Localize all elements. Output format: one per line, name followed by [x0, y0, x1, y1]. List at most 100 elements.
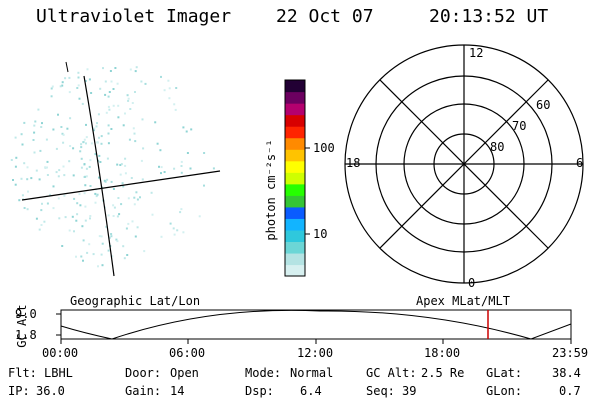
emission-speckle	[168, 97, 171, 100]
emission-speckle	[116, 215, 119, 218]
emission-speckle	[134, 140, 137, 143]
parallel-line	[21, 170, 221, 201]
emission-speckle	[124, 164, 127, 167]
emission-speckle	[77, 84, 80, 87]
emission-speckle	[51, 85, 54, 88]
emission-speckle	[160, 172, 162, 175]
emission-speckle	[110, 80, 113, 83]
emission-speckle	[79, 150, 82, 153]
emission-speckle	[94, 201, 97, 204]
emission-speckle	[20, 133, 23, 136]
emission-speckle	[75, 255, 77, 258]
emission-speckle	[112, 88, 115, 90]
emission-speckle	[80, 157, 83, 160]
emission-speckle	[85, 136, 88, 139]
emission-speckle	[176, 229, 179, 232]
emission-speckle	[45, 138, 48, 141]
emission-speckle	[136, 198, 139, 201]
emission-speckle	[89, 159, 92, 162]
glat-label: GLat:	[486, 366, 523, 380]
emission-speckle	[77, 76, 80, 79]
emission-speckle	[80, 166, 83, 169]
emission-speckle	[52, 128, 55, 131]
emission-speckle	[190, 128, 193, 131]
emission-speckle	[21, 194, 24, 197]
emission-speckle	[180, 160, 183, 163]
mlat-label-80: 80	[490, 140, 505, 154]
emission-speckle	[154, 121, 157, 124]
emission-speckle	[116, 240, 119, 243]
emission-speckle	[110, 235, 113, 238]
mlat-label-60: 60	[536, 98, 551, 112]
emission-speckle	[110, 180, 113, 183]
emission-speckle	[52, 185, 55, 188]
emission-speckle	[100, 253, 103, 256]
emission-speckle	[37, 108, 40, 111]
emission-speckle	[203, 184, 205, 187]
emission-speckle	[34, 120, 37, 123]
emission-speckle	[60, 126, 63, 128]
colorbar-cell	[285, 91, 305, 104]
emission-speckle	[88, 243, 91, 246]
emission-speckle	[133, 196, 136, 199]
emission-speckle	[33, 124, 36, 127]
colorbar-cell	[285, 160, 305, 173]
mode-value: Normal	[290, 366, 334, 380]
emission-speckle	[98, 176, 100, 179]
colorbar-cell	[285, 264, 305, 277]
glon-label: GLon:	[486, 384, 523, 398]
limb-tick	[65, 61, 69, 73]
emission-speckle	[180, 171, 183, 174]
emission-speckle	[57, 197, 60, 200]
emission-speckle	[112, 215, 115, 217]
colorbar-cell	[285, 183, 305, 196]
colorbar-cell	[285, 241, 305, 254]
emission-speckle	[73, 230, 75, 233]
altitude-plot: GC Alt	[15, 304, 572, 348]
emission-speckle	[66, 127, 69, 130]
emission-speckle	[72, 174, 75, 177]
emission-speckle	[90, 92, 93, 94]
emission-speckle	[112, 104, 115, 107]
mlt-label-12: 12	[469, 46, 484, 60]
emission-speckle	[101, 264, 104, 267]
emission-speckle	[129, 68, 132, 71]
colorbar-cell	[285, 218, 305, 231]
emission-speckle	[117, 116, 120, 119]
emission-speckle	[15, 156, 18, 159]
colorbar-cell	[285, 137, 305, 150]
emission-speckle	[61, 132, 64, 135]
emission-speckle	[182, 126, 185, 129]
emission-speckle	[89, 217, 91, 220]
emission-speckle	[79, 204, 82, 207]
emission-speckle	[124, 172, 127, 175]
emission-speckle	[100, 142, 103, 145]
emission-speckle	[127, 97, 130, 100]
emission-speckle	[14, 183, 17, 186]
emission-speckle	[14, 165, 17, 168]
emission-speckle	[118, 213, 121, 216]
emission-speckle	[174, 108, 177, 111]
emission-speckle	[63, 174, 66, 177]
emission-speckle	[167, 79, 170, 82]
emission-speckle	[41, 202, 43, 205]
emission-speckle	[134, 91, 136, 93]
glat-value: 38.4	[552, 366, 581, 380]
dsp-label: Dsp:	[245, 384, 274, 398]
emission-speckle	[84, 80, 87, 82]
emission-speckle	[143, 250, 146, 253]
emission-speckle	[100, 135, 103, 138]
emission-speckle	[107, 105, 110, 108]
emission-speckle	[126, 94, 129, 97]
emission-speckle	[59, 85, 62, 88]
emission-speckle	[98, 154, 101, 157]
altitude-ytick-high: 9.0	[15, 307, 37, 321]
emission-speckle	[23, 121, 26, 124]
flt-label: Flt:	[8, 366, 37, 380]
emission-speckle	[108, 236, 111, 239]
emission-speckle	[22, 198, 25, 200]
emission-speckle	[88, 165, 91, 168]
xtick-label-0000: 00:00	[42, 346, 79, 360]
emission-speckle	[93, 127, 96, 130]
emission-speckle	[61, 84, 64, 87]
